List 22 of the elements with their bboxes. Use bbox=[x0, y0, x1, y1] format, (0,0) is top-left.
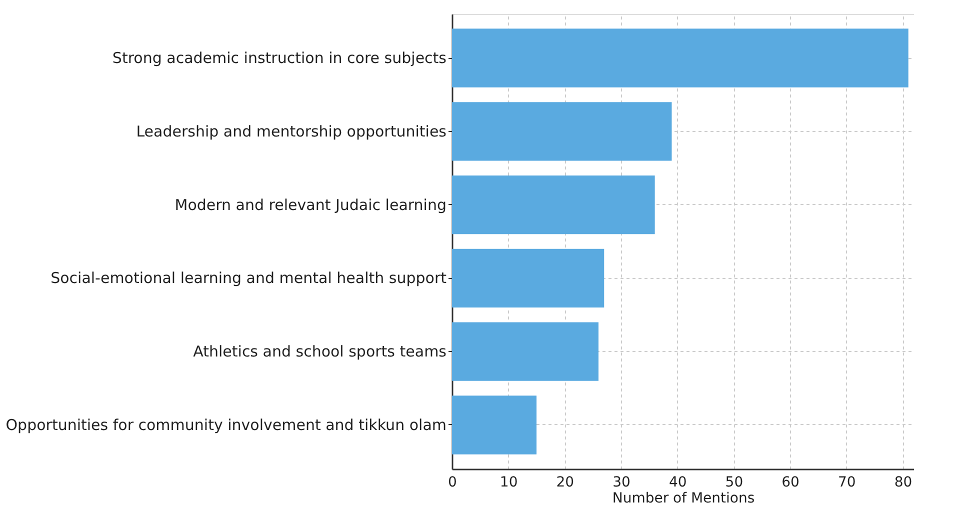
y-tick-label: Opportunities for community involvement and tikkun olam bbox=[6, 416, 446, 434]
x-tick-label: 20 bbox=[556, 474, 574, 490]
x-tick-label: 30 bbox=[612, 474, 630, 490]
x-tick-label: 10 bbox=[500, 474, 518, 490]
bar bbox=[452, 248, 604, 308]
y-tick-label: Strong academic instruction in core subjects bbox=[112, 49, 447, 68]
y-tick-label: Athletics and school sports teams bbox=[193, 342, 447, 361]
bar bbox=[452, 28, 908, 88]
bar bbox=[452, 102, 672, 161]
x-tick-label: 70 bbox=[838, 474, 856, 490]
bar bbox=[452, 396, 537, 454]
x-tick-label: 80 bbox=[894, 474, 912, 490]
bar bbox=[452, 175, 655, 234]
bar bbox=[452, 322, 598, 381]
x-tick-label: 50 bbox=[725, 474, 744, 490]
x-axis-title: Number of Mentions bbox=[612, 490, 755, 506]
y-tick-label: Modern and relevant Judaic learning bbox=[174, 196, 446, 214]
y-tick-label: Social-emotional learning and mental health support bbox=[50, 269, 447, 288]
x-tick-label: 60 bbox=[782, 474, 800, 490]
y-tick-label: Leadership and mentorship opportunities bbox=[136, 122, 447, 140]
x-tick-label: 40 bbox=[668, 474, 687, 490]
x-tick-label: 0 bbox=[448, 474, 457, 490]
